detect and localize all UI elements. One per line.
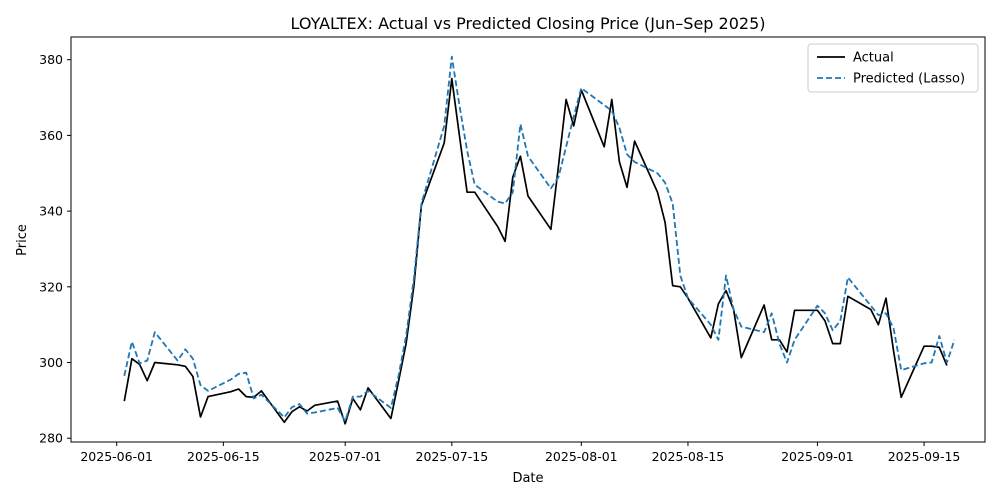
predicted-series-line: [123, 55, 956, 423]
legend-label-actual: Actual: [853, 51, 894, 66]
chart-title: LOYALTEX: Actual vs Predicted Closing Pr…: [291, 14, 766, 33]
x-tick-label: 2025-06-01: [80, 449, 153, 464]
y-tick-label: 280: [39, 431, 63, 446]
y-axis-label: Price: [15, 224, 30, 256]
x-tick-label: 2025-08-01: [545, 449, 618, 464]
plot-area: [70, 36, 986, 443]
x-tick-label: 2025-09-01: [781, 449, 854, 464]
legend-box: [807, 43, 979, 93]
x-tick-label: 2025-07-01: [309, 449, 382, 464]
x-tick-label: 2025-09-15: [888, 449, 961, 464]
y-tick-label: 360: [39, 128, 63, 143]
x-axis-label: Date: [512, 471, 543, 486]
x-tick-label: 2025-08-15: [652, 449, 725, 464]
x-tick-label: 2025-06-15: [187, 449, 260, 464]
y-tick-label: 380: [39, 52, 63, 67]
actual-series-line: [123, 77, 948, 425]
plot-frame: [70, 36, 986, 443]
y-tick-label: 300: [39, 355, 63, 370]
axis-ticks: 2025-06-01 2025-06-15 2025-07-01 2025-07-15…: [39, 52, 960, 464]
y-tick-label: 340: [39, 204, 63, 219]
x-tick-label: 2025-07-15: [416, 449, 489, 464]
legend: Actual Predicted (Lasso): [807, 43, 979, 93]
legend-label-predicted: Predicted (Lasso): [853, 72, 965, 87]
y-tick-label: 320: [39, 279, 63, 294]
